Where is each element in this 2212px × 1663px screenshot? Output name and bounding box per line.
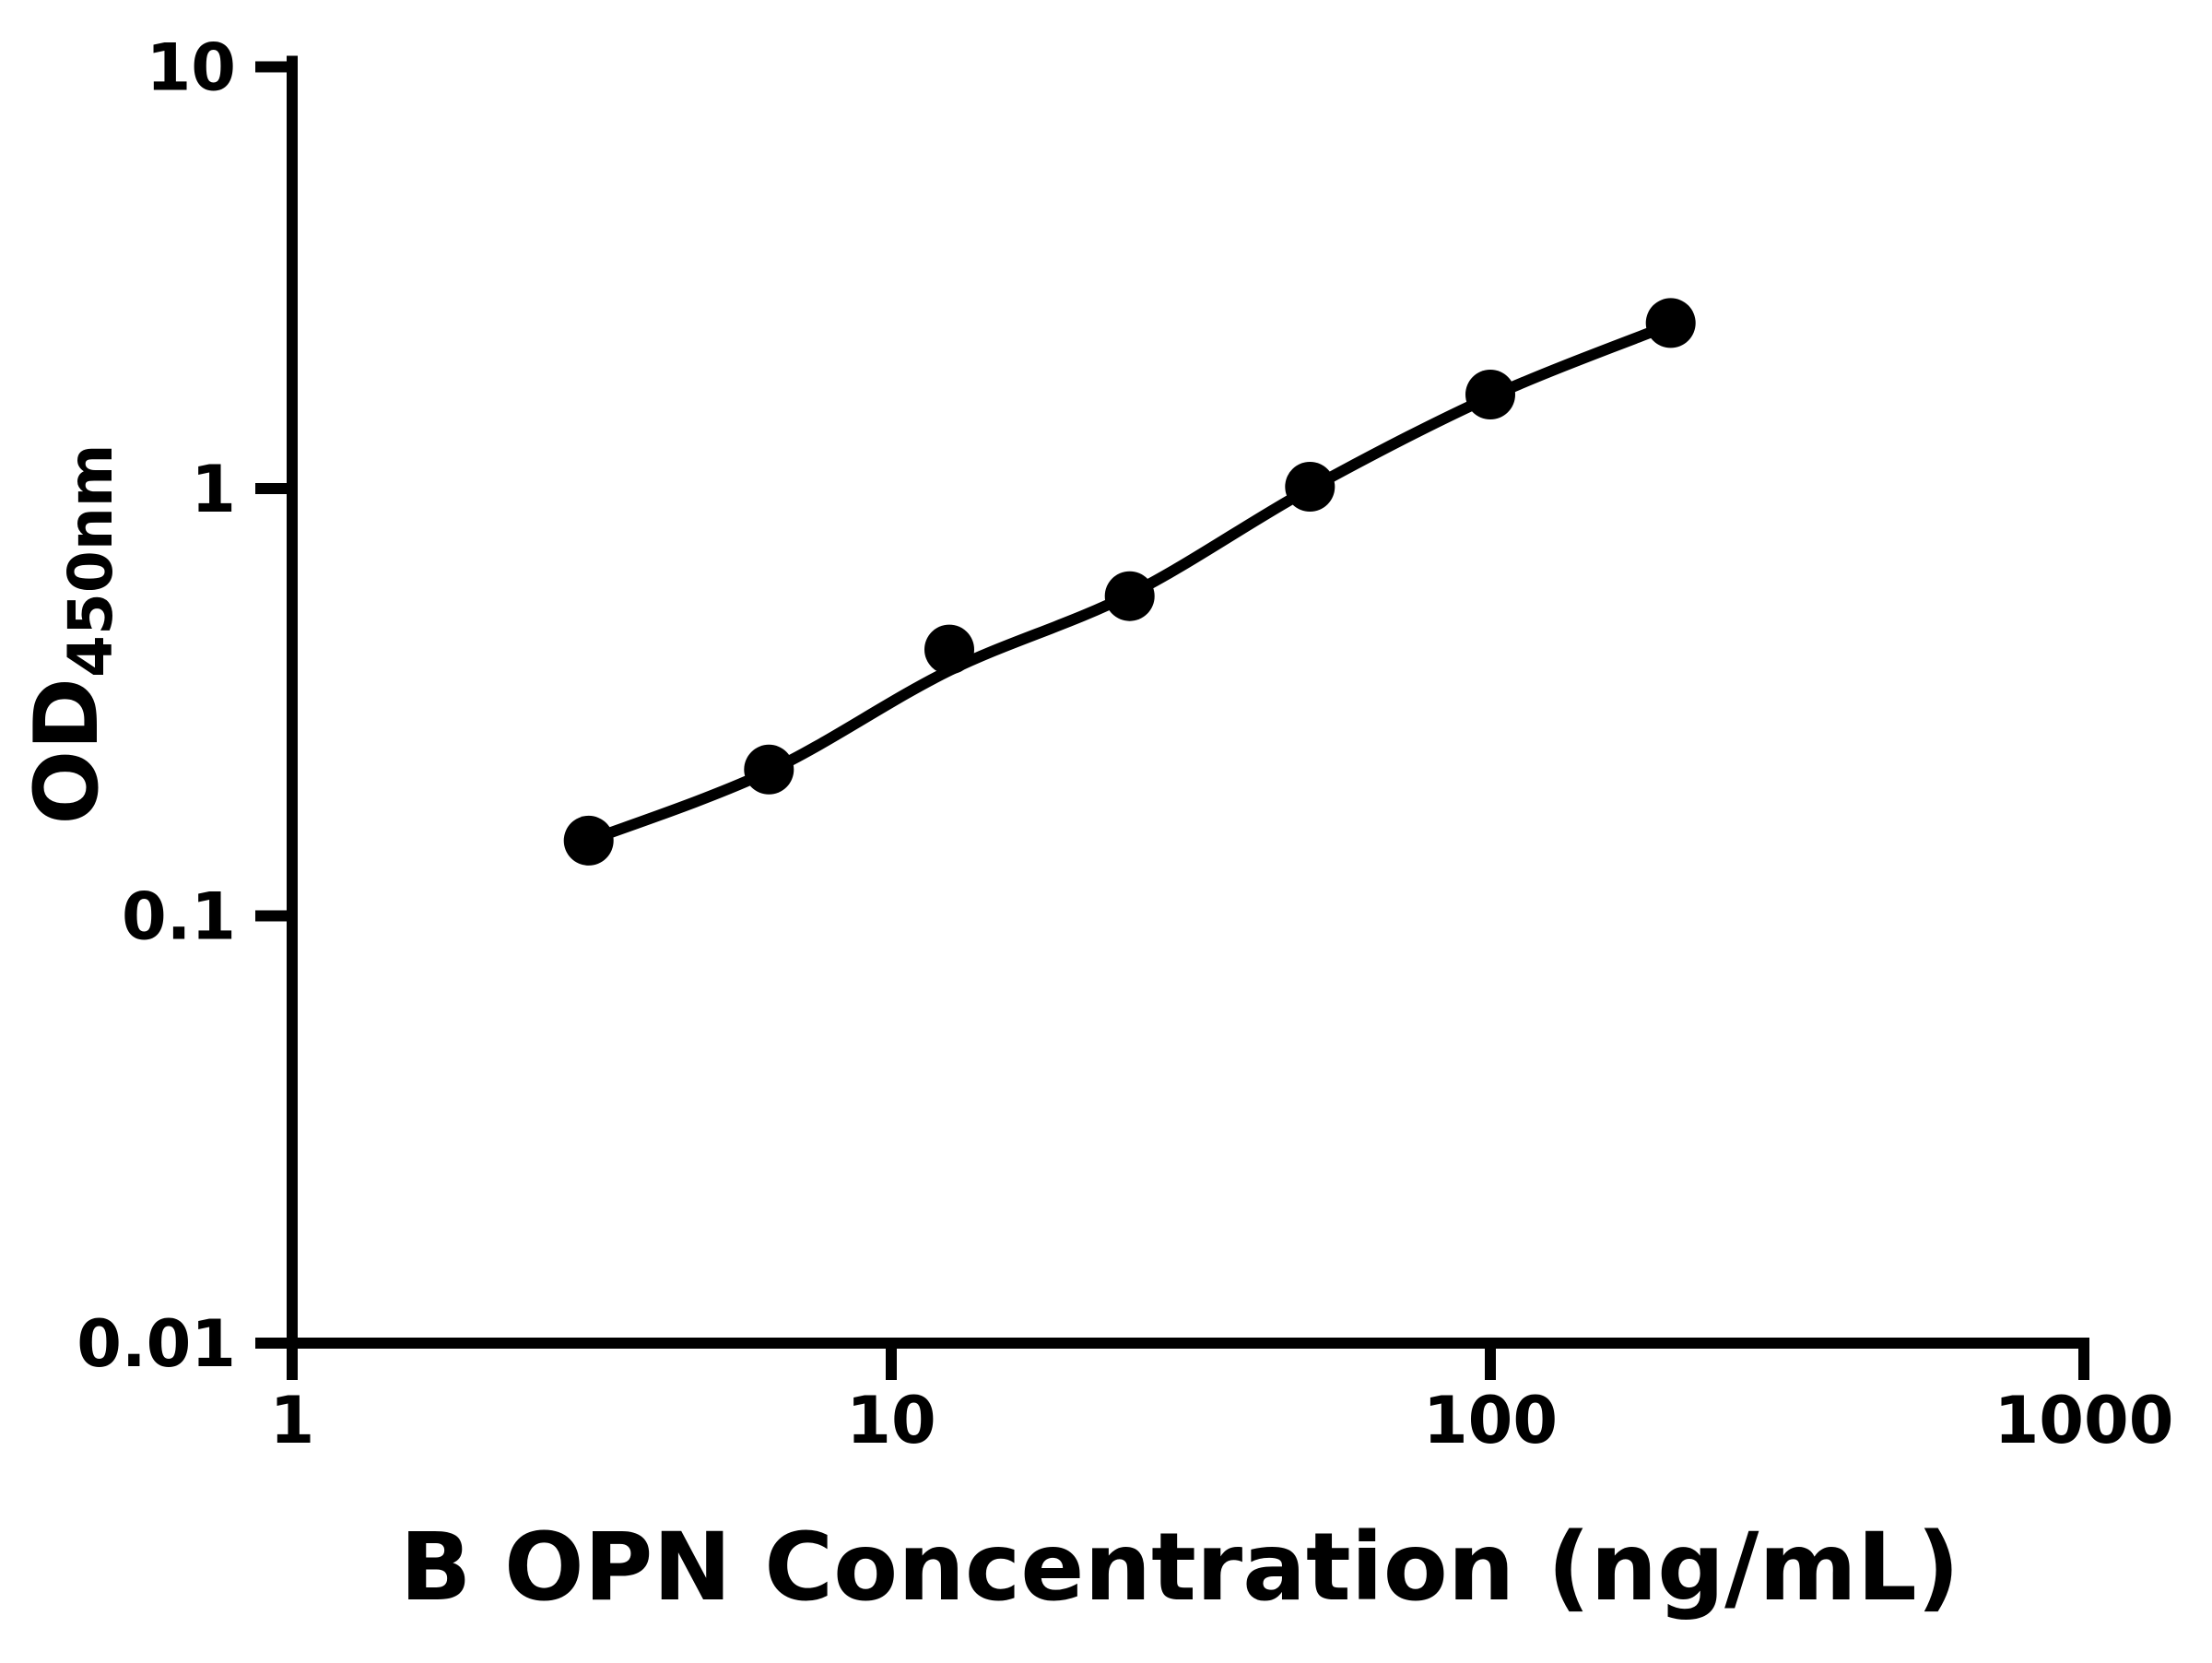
data-point-6.25	[744, 744, 794, 795]
x-tick-label-1: 1	[270, 1383, 315, 1458]
data-point-200	[1645, 298, 1696, 348]
data-point-50	[1285, 462, 1335, 512]
y-tick-label-1: 1	[191, 452, 236, 527]
axis-tick-labels: 10 1 0.1 0.01 1 10 100 1000	[76, 30, 2173, 1459]
data-point-100	[1465, 370, 1515, 419]
y-tick-label-10: 10	[147, 30, 236, 106]
axes	[287, 55, 2089, 1349]
x-tick-label-100: 100	[1423, 1383, 1558, 1458]
y-tick-label-0.1: 0.1	[122, 879, 236, 955]
data-point-3.125	[563, 815, 614, 866]
x-tick-label-10: 10	[846, 1383, 935, 1458]
axis-ticks	[255, 61, 2089, 1380]
y-tick-label-0.01: 0.01	[76, 1306, 236, 1382]
axis-spine	[287, 55, 2089, 1349]
data-point-25	[1104, 571, 1155, 621]
y-axis-title-main: OD	[17, 678, 118, 825]
x-tick-label-1000: 1000	[1994, 1383, 2174, 1458]
data-point-12.5	[924, 624, 974, 675]
y-axis-title-sub: 450nm	[55, 443, 126, 678]
data-points	[563, 298, 1696, 866]
y-axis-title: OD450nm	[17, 443, 126, 824]
x-axis-title: B OPN Concentration (ng/mL)	[400, 1513, 1960, 1622]
